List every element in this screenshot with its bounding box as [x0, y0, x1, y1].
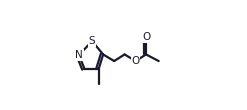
Text: O: O: [131, 56, 140, 66]
Text: N: N: [75, 50, 83, 60]
Text: S: S: [89, 36, 95, 46]
Text: O: O: [142, 32, 150, 42]
